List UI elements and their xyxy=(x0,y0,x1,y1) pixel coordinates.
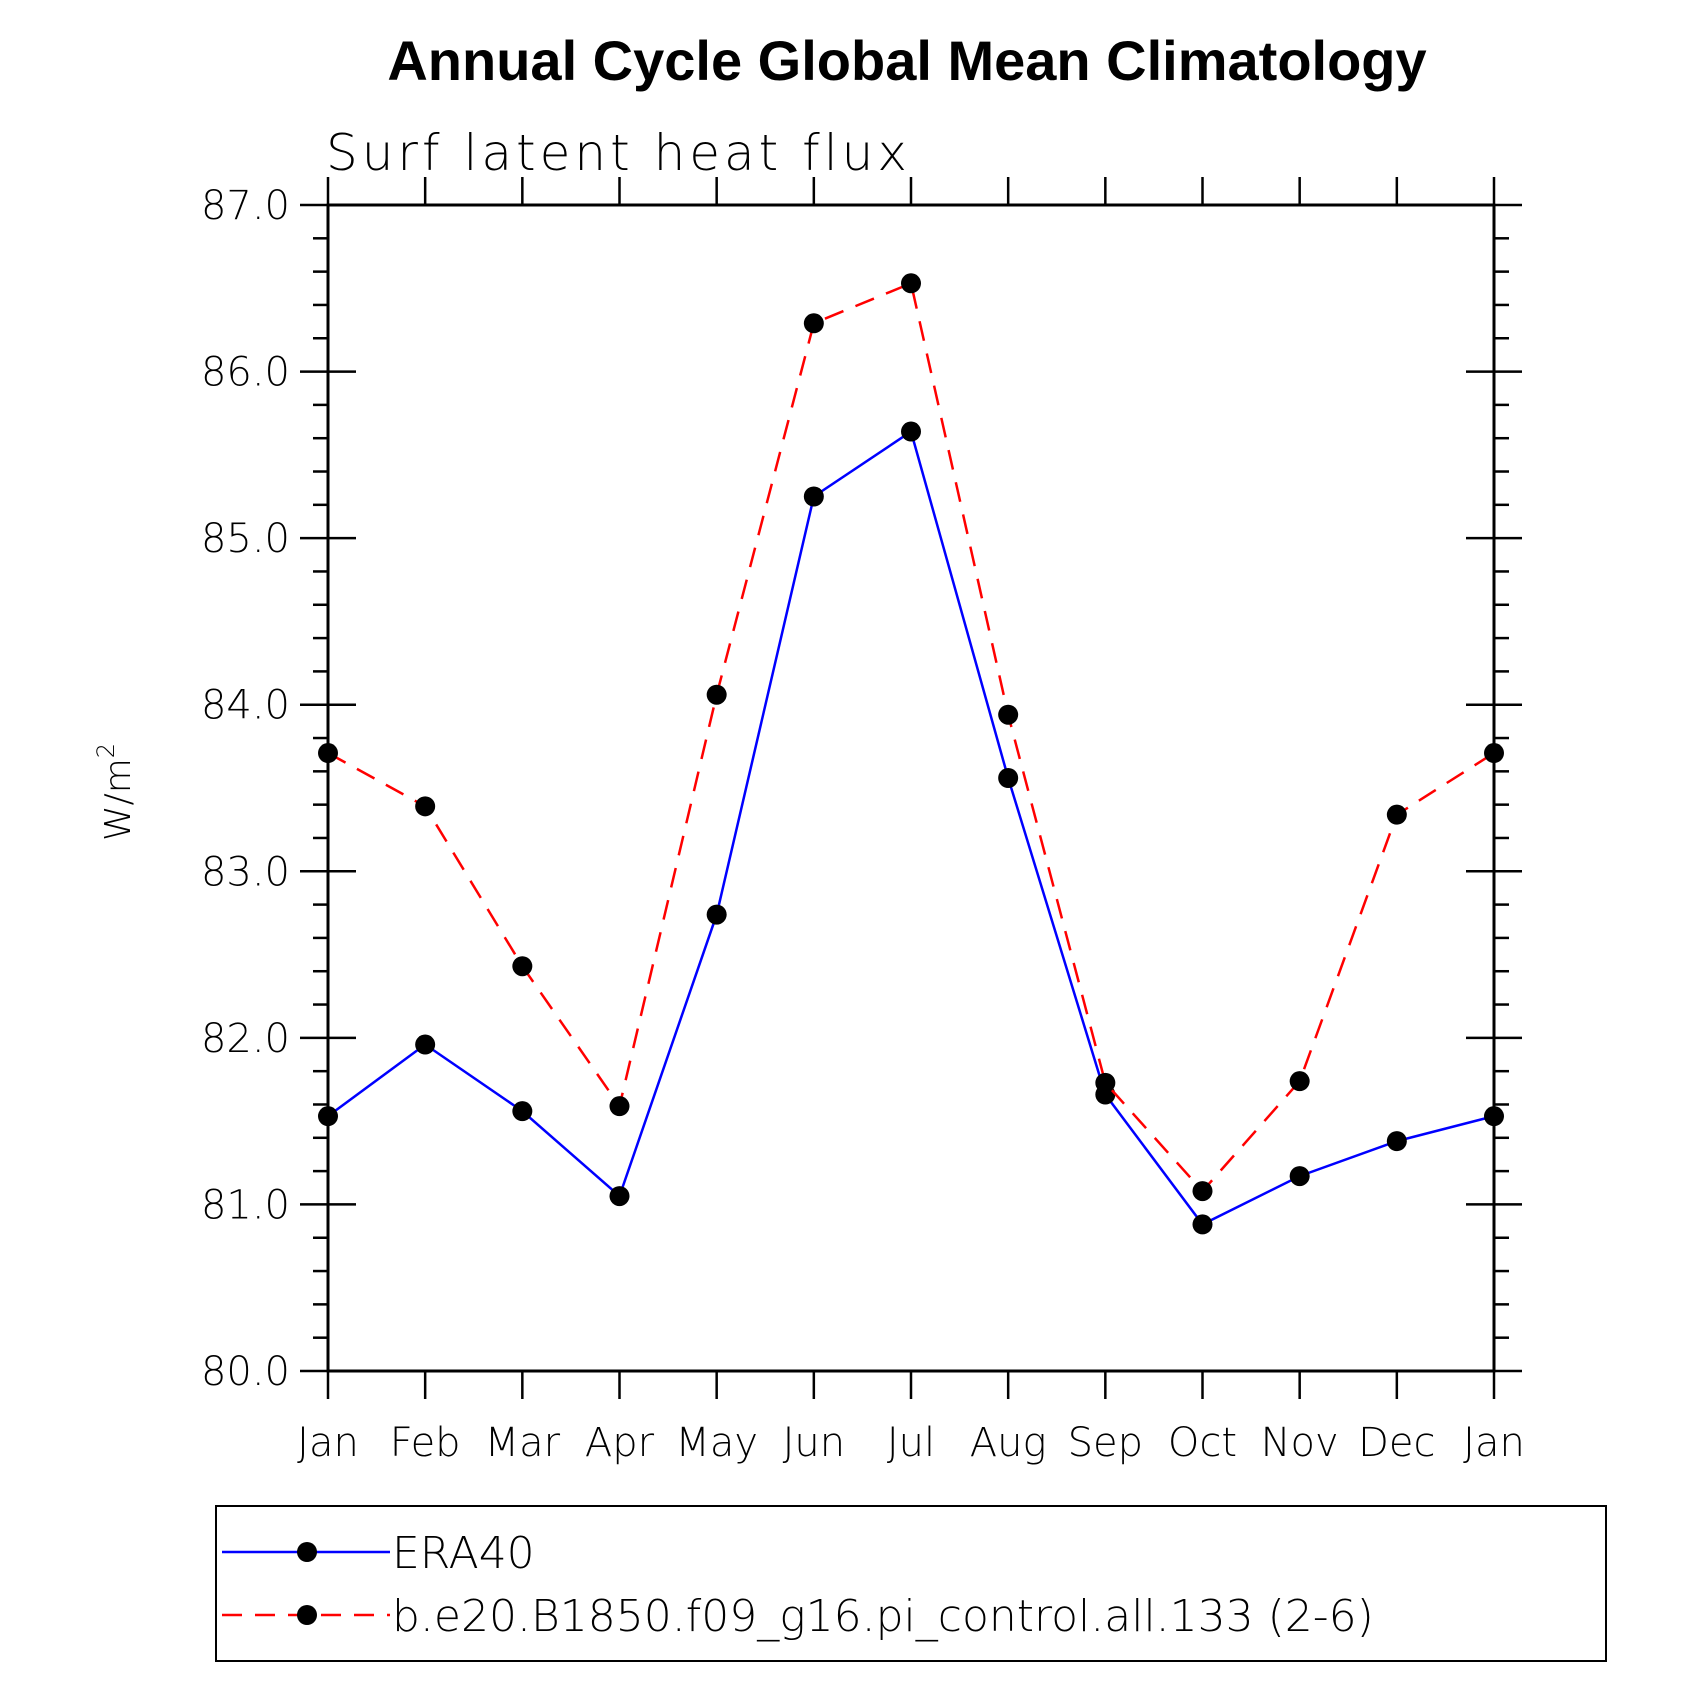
chart-subtitle: Surf latent heat flux xyxy=(326,124,911,182)
data-point xyxy=(1484,1106,1504,1127)
data-point xyxy=(512,1101,533,1122)
x-tick-label: Aug xyxy=(970,1420,1047,1466)
y-tick-label: 86.0 xyxy=(201,350,290,396)
y-axis-label-superscript: 2 xyxy=(92,743,120,758)
data-point xyxy=(1484,743,1504,764)
data-point xyxy=(609,1096,630,1117)
data-point xyxy=(415,1034,436,1055)
y-tick-label: 82.0 xyxy=(201,1016,290,1062)
legend-label-era40: ERA40 xyxy=(392,1528,535,1579)
y-axis-label-base: W/m xyxy=(98,758,139,841)
x-tick-label: Mar xyxy=(485,1420,561,1466)
x-tick-label: Jul xyxy=(887,1420,935,1466)
data-point xyxy=(901,273,921,294)
series-line-1 xyxy=(327,281,1495,1193)
y-tick-labels: 80.0 81.0 82.0 83.0 84.0 85.0 86.0 87.0 xyxy=(201,183,290,1395)
data-point xyxy=(512,956,533,977)
data-point xyxy=(1289,1071,1310,1092)
data-point xyxy=(1192,1214,1213,1235)
data-point xyxy=(1192,1181,1213,1202)
legend-label-model: b.e20.B1850.f09_g16.pi_control.all.133 (… xyxy=(392,1591,1374,1642)
data-point xyxy=(318,743,338,764)
x-tick-label: Nov xyxy=(1261,1420,1339,1466)
y-tick-label: 83.0 xyxy=(201,849,290,895)
data-point xyxy=(609,1186,630,1207)
data-point xyxy=(1386,804,1407,825)
chart-title: Annual Cycle Global Mean Climatology xyxy=(387,29,1426,92)
series-layer xyxy=(318,273,1504,1235)
data-point xyxy=(803,486,824,507)
legend-marker-era40 xyxy=(297,1542,317,1562)
data-point xyxy=(998,768,1019,789)
y-axis-label: W/m2 xyxy=(92,743,139,841)
x-tick-label: Apr xyxy=(585,1420,655,1466)
legend: ERA40 b.e20.B1850.f09_g16.pi_control.all… xyxy=(215,1505,1607,1662)
x-tick-label: Dec xyxy=(1358,1420,1435,1466)
x-tick-label: Sep xyxy=(1068,1420,1143,1466)
data-point xyxy=(1386,1131,1407,1152)
x-tick-label: Jan xyxy=(1463,1420,1525,1466)
x-tick-label: Feb xyxy=(390,1420,461,1466)
legend-marker-model xyxy=(297,1605,317,1625)
y-tick-label: 84.0 xyxy=(201,683,290,729)
y-tick-label: 80.0 xyxy=(201,1349,290,1395)
data-point xyxy=(998,704,1019,725)
legend-box xyxy=(215,1505,1607,1662)
y-tick-label: 81.0 xyxy=(201,1182,290,1228)
svg-text:W/m2: W/m2 xyxy=(92,743,139,841)
data-point xyxy=(1095,1072,1116,1093)
x-tick-labels: Jan Feb Mar Apr May Jun Jul Aug Sep Oct Nov Dec Jan xyxy=(297,1420,1525,1466)
data-point xyxy=(901,421,921,442)
x-tick-label: May xyxy=(675,1420,758,1466)
data-point xyxy=(803,313,824,334)
data-point xyxy=(1289,1166,1310,1187)
axis-ticks xyxy=(300,177,1522,1399)
x-tick-label: Jun xyxy=(783,1420,846,1466)
x-tick-label: Jan xyxy=(297,1420,359,1466)
data-point xyxy=(706,904,727,925)
x-tick-label: Oct xyxy=(1168,1420,1237,1466)
data-point xyxy=(318,1106,338,1127)
data-point xyxy=(706,684,727,705)
y-tick-label: 87.0 xyxy=(201,183,290,229)
data-point xyxy=(415,796,436,817)
y-tick-label: 85.0 xyxy=(201,516,290,562)
series-line-0 xyxy=(327,429,1495,1227)
plot-frame xyxy=(326,203,1496,1373)
